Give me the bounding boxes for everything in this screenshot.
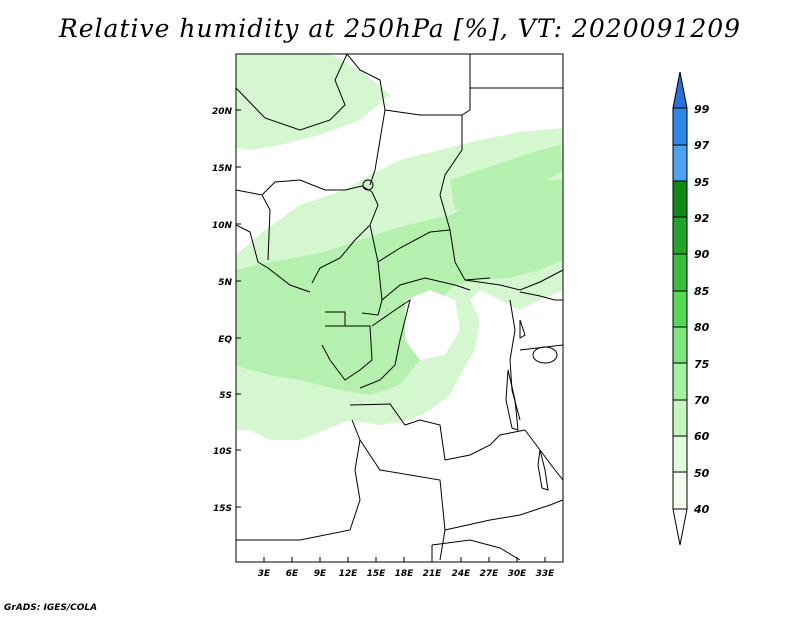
colorbar-segment <box>672 435 688 473</box>
lon-label: 21E <box>423 569 443 579</box>
credit-label: GrADS: IGES/COLA <box>4 603 98 613</box>
border-drc-zambia <box>444 429 526 461</box>
border-cameroon-car <box>361 261 383 316</box>
colorbar-segment <box>672 144 688 182</box>
border-angola-zambia <box>359 439 446 561</box>
colorbar-bottom-arrow <box>672 508 688 546</box>
colorbar-segment <box>672 107 688 146</box>
colorbar: 99 97 95 92 90 85 80 75 70 60 50 40 <box>672 71 710 546</box>
border-libya-sudan <box>384 109 463 196</box>
latitude-axis: 20N 15N 10N 5N EQ 5S 10S 15S <box>212 107 241 514</box>
longitude-axis: 3E 6E 9E 12E 15E 18E 21E 24E 27E 30E 33E <box>258 557 555 579</box>
colorbar-label: 50 <box>694 467 710 480</box>
lat-label: 5N <box>218 278 232 288</box>
lon-label: 30E <box>508 569 528 579</box>
colorbar-label: 85 <box>694 285 710 298</box>
colorbar-label: 99 <box>694 103 710 116</box>
border-chad-car <box>369 224 451 263</box>
colorbar-label: 95 <box>694 176 710 189</box>
border-chad-sudan <box>439 194 491 281</box>
lat-label: 15S <box>213 504 232 514</box>
lake-tanganyika <box>505 369 519 431</box>
lake-chad <box>362 179 374 191</box>
border-libya-egypt <box>461 54 471 116</box>
lon-label: 6E <box>286 569 299 579</box>
lakes <box>362 179 558 491</box>
border-nigeria-cameroon <box>311 191 379 284</box>
lon-label: 18E <box>395 569 415 579</box>
lat-label: 20N <box>212 107 233 117</box>
humidity-region-east <box>450 145 563 210</box>
colorbar-label: 70 <box>694 394 710 407</box>
humidity-shading <box>236 54 563 562</box>
colorbar-label: 80 <box>694 321 710 334</box>
border-zambia-south <box>444 499 563 531</box>
colorbar-segment <box>672 471 688 510</box>
lat-label: 10N <box>212 221 233 231</box>
humidity-clear-patch <box>405 290 460 360</box>
lon-label: 15E <box>367 569 387 579</box>
colorbar-label: 97 <box>694 139 710 152</box>
lon-label: 24E <box>452 569 472 579</box>
humidity-region-north <box>236 54 390 150</box>
border-niger-nigeria <box>236 179 373 196</box>
border-east-africa <box>519 291 563 301</box>
border-coast-west <box>236 224 311 293</box>
lake-albert <box>519 319 526 339</box>
map-frame <box>235 53 564 563</box>
colorbar-segment <box>672 180 688 218</box>
colorbar-segment <box>672 253 688 292</box>
colorbar-label: 90 <box>694 248 710 261</box>
lon-label: 12E <box>339 569 359 579</box>
colorbar-segment <box>672 216 688 255</box>
border-sudan-southsudan <box>464 269 563 291</box>
map-title: Relative humidity at 250hPa [%], VT: 202… <box>58 14 742 43</box>
border-tanzania-mozambique <box>524 429 563 481</box>
colorbar-segment <box>672 326 688 364</box>
border-benin-nigeria <box>261 194 271 261</box>
border-gabon-congo <box>321 325 373 381</box>
lon-label: 3E <box>258 569 271 579</box>
lake-victoria <box>532 346 558 364</box>
lat-label: EQ <box>218 335 232 345</box>
colorbar-top-arrow <box>672 71 688 109</box>
border-car-drc <box>381 277 471 301</box>
border-botswana-zimbabwe <box>431 539 521 561</box>
lat-label: 10S <box>213 447 232 457</box>
colorbar-label: 92 <box>694 212 710 225</box>
colorbar-segment <box>672 290 688 328</box>
country-borders <box>236 54 563 562</box>
colorbar-label: 75 <box>694 358 710 371</box>
lat-label: 5S <box>219 391 232 401</box>
colorbar-label: 60 <box>694 430 710 443</box>
humidity-clear-patch-2 <box>478 300 505 360</box>
border-eq-guinea-gabon <box>325 311 346 327</box>
lon-label: 33E <box>536 569 556 579</box>
border-drc-angola <box>349 403 446 461</box>
border-congo-drc <box>359 298 411 389</box>
colorbar-segment <box>672 399 688 437</box>
colorbar-label: 40 <box>693 503 710 516</box>
lon-label: 9E <box>314 569 327 579</box>
colorbar-segment <box>672 362 688 401</box>
border-algeria-niger <box>236 54 348 131</box>
lon-label: 27E <box>480 569 500 579</box>
lake-malawi <box>537 449 549 491</box>
humidity-region-core <box>236 180 563 395</box>
lat-label: 15N <box>212 164 233 174</box>
